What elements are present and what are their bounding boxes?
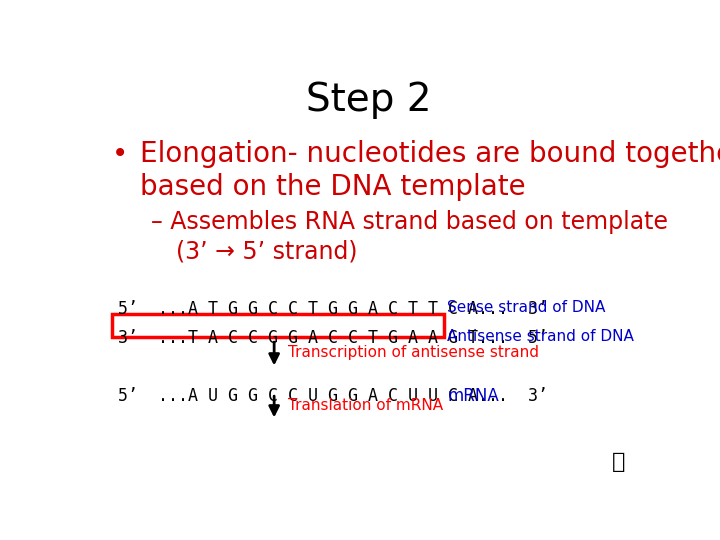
Text: Translation of mRNA: Translation of mRNA [288, 399, 444, 413]
Text: mRNA: mRNA [447, 387, 499, 405]
Text: Step 2: Step 2 [306, 82, 432, 119]
Text: •: • [112, 140, 129, 167]
Text: 3’  ...T A C C G G A C C T G A A G T...  5’: 3’ ...T A C C G G A C C T G A A G T... 5… [118, 329, 548, 347]
Text: 5’  ...A U G G C C U G G A C U U C A...  3’: 5’ ...A U G G C C U G G A C U U C A... 3… [118, 387, 548, 405]
Text: 🐸: 🐸 [612, 453, 626, 472]
Text: 5’  ...A T G G C C T G G A C T T C A...  3’: 5’ ...A T G G C C T G G A C T T C A... 3… [118, 300, 548, 318]
Text: based on the DNA template: based on the DNA template [140, 173, 526, 201]
Text: Transcription of antisense strand: Transcription of antisense strand [288, 345, 539, 360]
Text: – Assembles RNA strand based on template: – Assembles RNA strand based on template [151, 210, 668, 234]
Text: Elongation- nucleotides are bound together: Elongation- nucleotides are bound togeth… [140, 140, 720, 167]
Text: (3’ → 5’ strand): (3’ → 5’ strand) [176, 239, 358, 264]
Text: Sense strand of DNA: Sense strand of DNA [447, 300, 606, 315]
Text: Antisense strand of DNA: Antisense strand of DNA [447, 329, 634, 344]
Bar [112, 314, 444, 337]
